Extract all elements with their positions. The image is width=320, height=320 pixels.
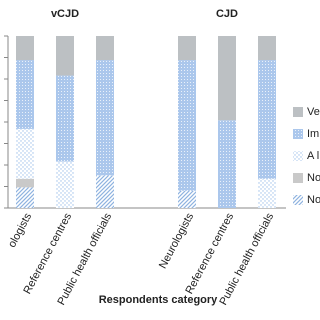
legend-label: Im — [307, 128, 319, 140]
bar-segment — [16, 178, 34, 188]
bar-segment — [218, 120, 236, 208]
bar-segment — [16, 36, 34, 61]
x-axis-label: Respondents category — [99, 294, 218, 306]
bar-segment — [258, 36, 276, 61]
bar-segment — [258, 60, 276, 179]
bar-segment — [178, 36, 196, 61]
bar-segment — [218, 36, 236, 121]
legend-swatch — [293, 173, 303, 183]
bar-segment — [178, 190, 196, 208]
x-tick-label: Neurologists — [157, 211, 197, 271]
bar-segment — [56, 161, 74, 208]
bar-segment — [56, 75, 74, 162]
bar-segment — [178, 60, 196, 191]
legend-label: No — [307, 194, 320, 206]
bar-segment — [16, 60, 34, 129]
bar-segment — [16, 187, 34, 208]
legend-label: A l — [307, 150, 319, 162]
bar-segment — [96, 36, 114, 61]
bar-segment — [16, 128, 34, 179]
legend-swatch — [293, 107, 303, 117]
legend-label: Ve — [307, 106, 320, 118]
group-label: vCJD — [51, 8, 79, 20]
legend-swatch — [293, 151, 303, 161]
legend-label: No — [307, 172, 320, 184]
bar-segment — [258, 178, 276, 208]
legend-swatch — [293, 195, 303, 205]
group-label: CJD — [216, 8, 238, 20]
bar-segment — [96, 175, 114, 208]
x-tick-label: ologists — [6, 211, 34, 250]
bar-segment — [56, 36, 74, 76]
legend-swatch — [293, 129, 303, 139]
bar-segment — [96, 60, 114, 176]
